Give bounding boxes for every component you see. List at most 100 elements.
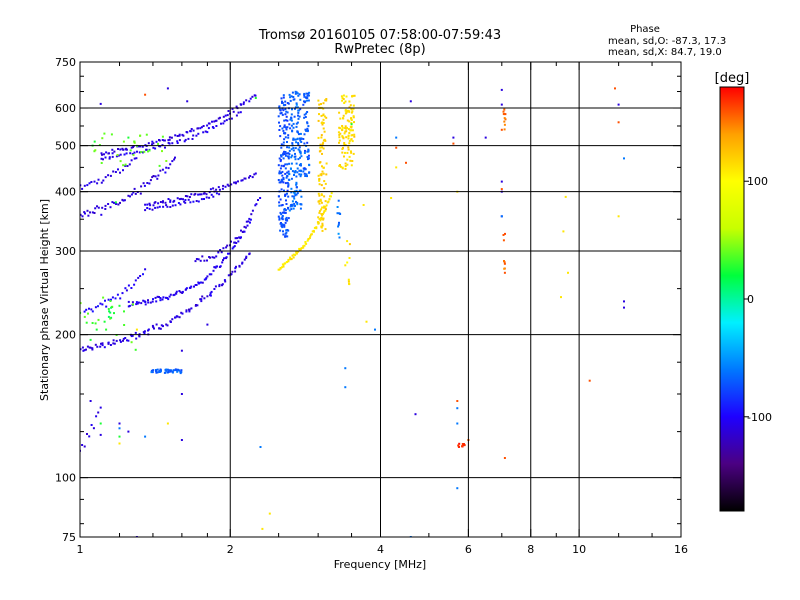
echo-point-177 (219, 265, 222, 268)
y-axis-label: Stationary phase Virtual Height [km] (38, 199, 51, 401)
echo-point-1002 (299, 248, 302, 251)
echo-point-559 (184, 201, 187, 204)
echo-point-1341 (132, 153, 135, 156)
echo-point-358 (174, 134, 177, 137)
echo-point-190 (237, 240, 240, 243)
echo-point-281 (111, 201, 114, 204)
echo-point-575 (83, 445, 86, 448)
echo-point-1194 (348, 110, 351, 113)
echo-point-833 (299, 108, 302, 111)
echo-point-828 (299, 175, 302, 178)
phase-info-label: Phase (630, 24, 660, 35)
echo-point-1410 (452, 136, 455, 139)
echo-point-552 (166, 205, 169, 208)
echo-point-955 (307, 149, 310, 152)
echo-point-884 (295, 122, 298, 125)
echo-point-491 (205, 193, 208, 196)
echo-point-1273 (158, 369, 161, 372)
echo-point-613 (284, 172, 287, 175)
echo-point-1076 (322, 147, 325, 150)
echo-point-974 (278, 268, 281, 271)
echo-point-295 (134, 192, 137, 195)
echo-point-173 (214, 266, 217, 269)
echo-point-1120 (323, 180, 326, 183)
echo-point-138 (166, 297, 169, 299)
echo-point-1367 (109, 317, 112, 320)
echo-point-1220 (350, 119, 353, 121)
echo-point-651 (284, 221, 287, 224)
echo-point-881 (289, 96, 292, 99)
echo-point-130 (155, 300, 158, 303)
echo-point-1344 (148, 149, 151, 152)
echo-point-287 (121, 198, 124, 201)
echo-point-688 (286, 181, 289, 184)
echo-point-793 (290, 205, 293, 208)
echo-point-278 (104, 204, 107, 207)
echo-point-417 (136, 150, 138, 153)
echo-point-20 (109, 344, 112, 346)
echo-point-1292 (151, 371, 154, 374)
echo-point-740 (286, 192, 288, 195)
echo-point-200 (83, 310, 86, 313)
echo-point-410 (117, 154, 120, 157)
echo-point-1411 (484, 136, 487, 139)
phase-info-x: mean, sd,X: 84.7, 19.0 (608, 47, 722, 58)
echo-point-1462 (500, 128, 503, 131)
echo-point-454 (230, 117, 233, 120)
echo-point-666 (284, 100, 287, 103)
y-tick-label-0: 75 (62, 531, 76, 544)
echo-point-230 (197, 258, 200, 261)
echo-point-304 (151, 176, 154, 179)
echo-point-1466 (588, 379, 591, 382)
echo-point-678 (286, 171, 289, 174)
echo-point-471 (169, 200, 172, 203)
echo-point-290 (127, 194, 130, 197)
echo-point-1027 (319, 219, 322, 222)
echo-point-781 (295, 175, 298, 178)
echo-point-1175 (350, 111, 353, 114)
echo-point-1338 (145, 133, 148, 136)
echo-point-487 (198, 193, 201, 196)
echo-point-382 (217, 117, 220, 120)
echo-point-450 (222, 122, 225, 125)
echo-point-825 (297, 114, 299, 117)
echo-point-456 (237, 111, 240, 114)
echo-point-1005 (302, 245, 305, 248)
echo-point-1395 (503, 261, 506, 264)
echo-point-522 (88, 182, 91, 185)
echo-point-1342 (161, 150, 163, 153)
echo-point-208 (101, 303, 104, 306)
echo-point-414 (129, 152, 132, 155)
echo-point-724 (280, 224, 283, 227)
echo-point-390 (232, 110, 235, 113)
echo-point-1356 (130, 341, 133, 344)
echo-point-1396 (503, 267, 506, 270)
echo-point-1347 (161, 135, 164, 138)
echo-point-150 (181, 292, 184, 294)
echo-point-1403 (186, 100, 189, 103)
echo-point-1225 (344, 130, 347, 133)
echo-point-857 (290, 113, 293, 116)
echo-point-1352 (109, 300, 112, 302)
echo-point-1378 (457, 444, 460, 447)
echo-point-258 (251, 209, 254, 212)
echo-point-922 (306, 127, 309, 130)
echo-point-1047 (322, 141, 325, 144)
echo-point-938 (305, 112, 308, 115)
echo-point-988 (289, 258, 292, 261)
echo-point-1041 (330, 195, 332, 198)
echo-point-604 (279, 109, 282, 112)
echo-point-1243 (341, 148, 344, 150)
echo-point-97 (231, 270, 234, 273)
echo-point-1188 (350, 108, 353, 111)
echo-point-106 (243, 258, 246, 261)
echo-point-710 (282, 152, 285, 155)
echo-point-1112 (320, 184, 323, 187)
echo-point-361 (178, 133, 181, 136)
echo-point-544 (146, 207, 149, 209)
echo-point-911 (298, 164, 301, 167)
echo-point-1082 (323, 205, 326, 208)
echo-point-798 (297, 94, 300, 97)
echo-point-247 (230, 240, 232, 243)
